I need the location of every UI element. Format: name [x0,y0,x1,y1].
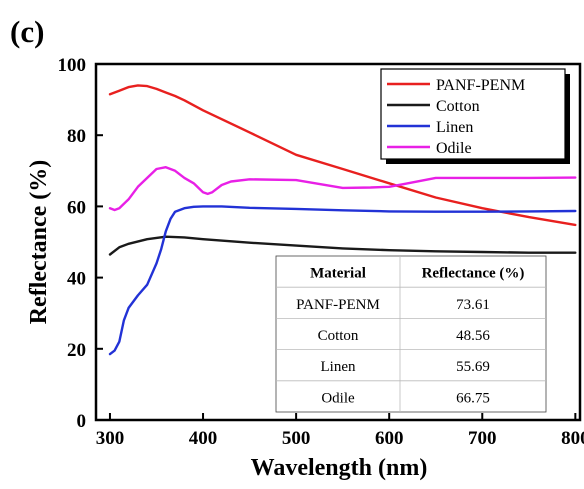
table-header-cell: Reflectance (%) [422,266,525,282]
x-tick-label: 500 [282,428,311,449]
table-cell: 73.61 [456,297,490,313]
x-tick-label: 700 [468,428,497,449]
y-tick-label: 0 [77,411,87,432]
reflectance-table: Material Reflectance (%) PANF-PENM 73.61 Cot… [276,256,546,412]
x-tick-label: 600 [375,428,404,449]
legend-label: PANF-PENM [436,77,525,94]
table-cell: Linen [321,359,356,375]
y-tick-label: 100 [58,55,87,76]
x-axis-label: Wavelength (nm) [251,455,428,481]
table-cell: 66.75 [456,390,490,406]
table-cell: 48.56 [456,328,490,344]
y-tick-label: 80 [67,126,86,147]
x-tick-label: 300 [96,428,125,449]
table-header-cell: Material [310,266,366,282]
series-line-cotton [110,237,575,255]
table-cell: PANF-PENM [296,297,380,313]
y-tick-label: 20 [67,340,86,361]
y-axis-label: Reflectance (%) [26,160,52,325]
table-cell: Odile [321,390,355,406]
legend-label: Linen [436,119,473,136]
legend-label: Odile [436,140,472,157]
y-tick-label: 60 [67,197,86,218]
table-cell: Cotton [318,328,359,344]
panel-label: (c) [10,14,44,49]
x-tick-label: 400 [189,428,218,449]
legend: PANF-PENM Cotton Linen Odile [381,69,570,164]
legend-label: Cotton [436,98,480,115]
y-tick-label: 40 [67,269,86,290]
table-cell: 55.69 [456,359,490,375]
x-tick-label: 800 [561,428,584,449]
series-line-odile [110,167,575,210]
